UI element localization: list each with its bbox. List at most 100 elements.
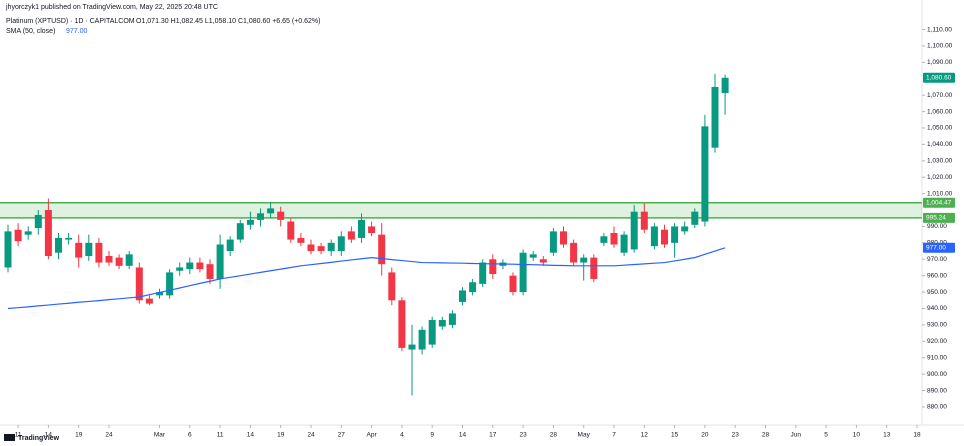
candle-body xyxy=(539,259,547,263)
candle-body xyxy=(236,223,244,240)
candle-body xyxy=(630,211,638,250)
candle-body xyxy=(650,226,658,247)
plot: 880.00 890.00 900.00 910.00 920.00 930.00 940.… xyxy=(0,26,953,439)
candle-body xyxy=(14,229,22,242)
candle-body xyxy=(580,257,588,263)
candle-body xyxy=(509,275,517,293)
candle-body xyxy=(277,211,285,220)
y-tick-label: 960.00 xyxy=(927,272,947,279)
candle-body xyxy=(479,262,487,284)
x-tick-label: Jun xyxy=(791,432,802,439)
x-tick-label: 10 xyxy=(853,432,861,439)
candle-body xyxy=(701,126,709,222)
x-tick-label: 24 xyxy=(105,432,113,439)
candle-body xyxy=(206,264,214,279)
candle-body xyxy=(681,226,689,232)
candle-body xyxy=(418,329,426,350)
candle-body xyxy=(368,226,376,234)
price-badge xyxy=(923,197,955,208)
x-tick-label: 28 xyxy=(550,432,558,439)
candle-body xyxy=(145,298,153,304)
candle-body xyxy=(135,267,143,301)
candle-body xyxy=(590,257,598,279)
candle-body xyxy=(711,86,719,148)
y-tick-label: 1,110.00 xyxy=(927,26,952,33)
x-tick-label: 18 xyxy=(913,432,921,439)
candle-body xyxy=(125,254,133,266)
x-tick-label: 6 xyxy=(188,432,192,439)
candle-body xyxy=(408,344,416,350)
x-tick-label: 15 xyxy=(671,432,679,439)
y-tick-label: 1,030.00 xyxy=(927,158,953,165)
candle-body xyxy=(4,231,12,268)
y-tick-label: 1,040.00 xyxy=(927,141,953,148)
candle-body xyxy=(691,211,699,225)
price-badge-label: 1,080.60 xyxy=(926,74,952,81)
x-tick-label: 17 xyxy=(489,432,497,439)
candle-body xyxy=(55,237,62,253)
y-tick-label: 890.00 xyxy=(927,387,947,394)
x-tick-label: 23 xyxy=(732,432,740,439)
x-tick-label: 5 xyxy=(824,432,828,439)
candle-body xyxy=(105,255,113,263)
candle-body xyxy=(489,259,497,275)
x-tick-label: Apr xyxy=(367,432,378,439)
candle-body xyxy=(44,210,52,256)
candle-body xyxy=(156,292,163,296)
candle-body xyxy=(287,221,295,240)
candle-body xyxy=(85,242,93,256)
y-tick-label: 1,100.00 xyxy=(927,43,953,50)
x-tick-label: 14 xyxy=(459,432,467,439)
y-tick-label: 940.00 xyxy=(927,305,947,312)
candle-body xyxy=(519,252,527,293)
candle-body xyxy=(327,242,335,252)
x-tick-label: 24 xyxy=(307,432,315,439)
y-tick-label: 1,070.00 xyxy=(927,92,953,99)
candle-body xyxy=(337,236,345,252)
candle-body xyxy=(358,219,365,238)
x-tick-label: 14 xyxy=(247,432,255,439)
candle-body xyxy=(95,242,103,263)
y-tick-label: 1,010.00 xyxy=(927,190,953,197)
x-tick-label: 12 xyxy=(641,432,649,439)
candle-body xyxy=(75,242,83,258)
x-tick-label: 11 xyxy=(217,432,224,439)
candle-body xyxy=(610,233,618,245)
y-tick-label: 920.00 xyxy=(927,338,947,345)
y-tick-label: 900.00 xyxy=(927,371,947,378)
x-tick-label: 19 xyxy=(277,432,285,439)
x-tick-label: 28 xyxy=(762,432,770,439)
x-tick-label: 23 xyxy=(519,432,527,439)
price-badge xyxy=(923,212,955,223)
price-badge-label: 995.24 xyxy=(926,215,946,222)
x-tick-label: 4 xyxy=(400,432,404,439)
price-badge-label: 977.00 xyxy=(926,244,946,251)
y-tick-label: 970.00 xyxy=(927,256,947,263)
candle-body xyxy=(671,226,679,243)
candle-body xyxy=(297,237,305,243)
candle-body xyxy=(549,231,557,253)
candle-body xyxy=(620,234,628,253)
candle-body xyxy=(186,262,194,270)
candle-body xyxy=(226,239,234,252)
y-tick-label: 910.00 xyxy=(927,354,947,361)
x-tick-label: May xyxy=(578,432,591,439)
y-tick-label: 950.00 xyxy=(927,289,947,296)
y-tick-label: 1,050.00 xyxy=(927,125,953,132)
candle-body xyxy=(378,234,386,265)
candle-body xyxy=(65,237,73,240)
indicator: SMA (50, close) xyxy=(6,28,55,35)
candle-body xyxy=(216,244,224,279)
x-tick-label: 14 xyxy=(45,432,53,439)
candle-body xyxy=(570,242,578,263)
candle-body xyxy=(600,236,608,243)
candle-body xyxy=(469,282,477,293)
symbol: Platinum (XPTUSD) · 1D · CAPITALCOM xyxy=(6,18,135,25)
candle-body xyxy=(317,246,325,252)
y-tick-label: 1,020.00 xyxy=(927,174,953,181)
price-badge-label: 1,004.47 xyxy=(926,199,952,206)
y-tick-label: 990.00 xyxy=(927,223,947,230)
candle-body xyxy=(529,254,537,258)
